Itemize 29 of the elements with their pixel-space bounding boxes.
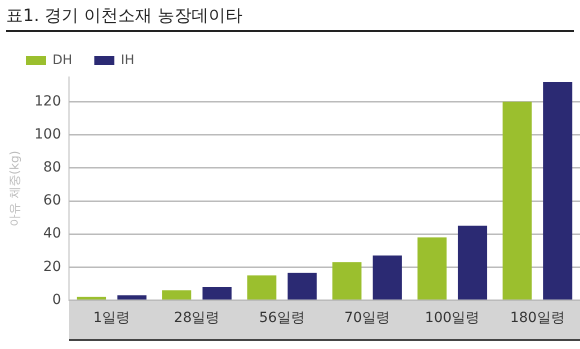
x-tick-label: 28일령	[174, 310, 220, 326]
y-tick-label: 0	[52, 292, 62, 308]
legend-label: DH	[52, 52, 72, 68]
bar	[543, 82, 572, 300]
bar	[372, 256, 402, 300]
y-tick-label: 120	[34, 93, 62, 110]
bar	[502, 102, 532, 300]
bar	[117, 295, 146, 300]
x-tick-label: 1일령	[93, 310, 130, 326]
bar	[76, 296, 106, 300]
legend-label: IH	[120, 52, 134, 68]
y-tick-label: 80	[43, 160, 62, 176]
chart-title: 표1. 경기 이천소재 농장데이타	[6, 4, 574, 32]
bar	[418, 237, 447, 300]
bar	[288, 272, 317, 300]
x-tick-label: 180일령	[510, 310, 565, 326]
bar	[202, 286, 232, 300]
bar	[247, 275, 276, 300]
x-tick-label: 100일령	[424, 310, 480, 326]
x-tick-label: 56일령	[259, 310, 305, 326]
y-axis-title: 아유 체중(kg)	[7, 150, 22, 226]
y-tick-label: 60	[43, 192, 62, 209]
bar	[458, 226, 488, 300]
x-tick-label: 70일령	[344, 310, 390, 326]
bar	[332, 262, 362, 300]
bar	[162, 290, 192, 300]
y-tick-label: 40	[43, 226, 62, 242]
y-tick-label: 100	[34, 126, 62, 143]
y-tick-label: 20	[43, 258, 62, 275]
